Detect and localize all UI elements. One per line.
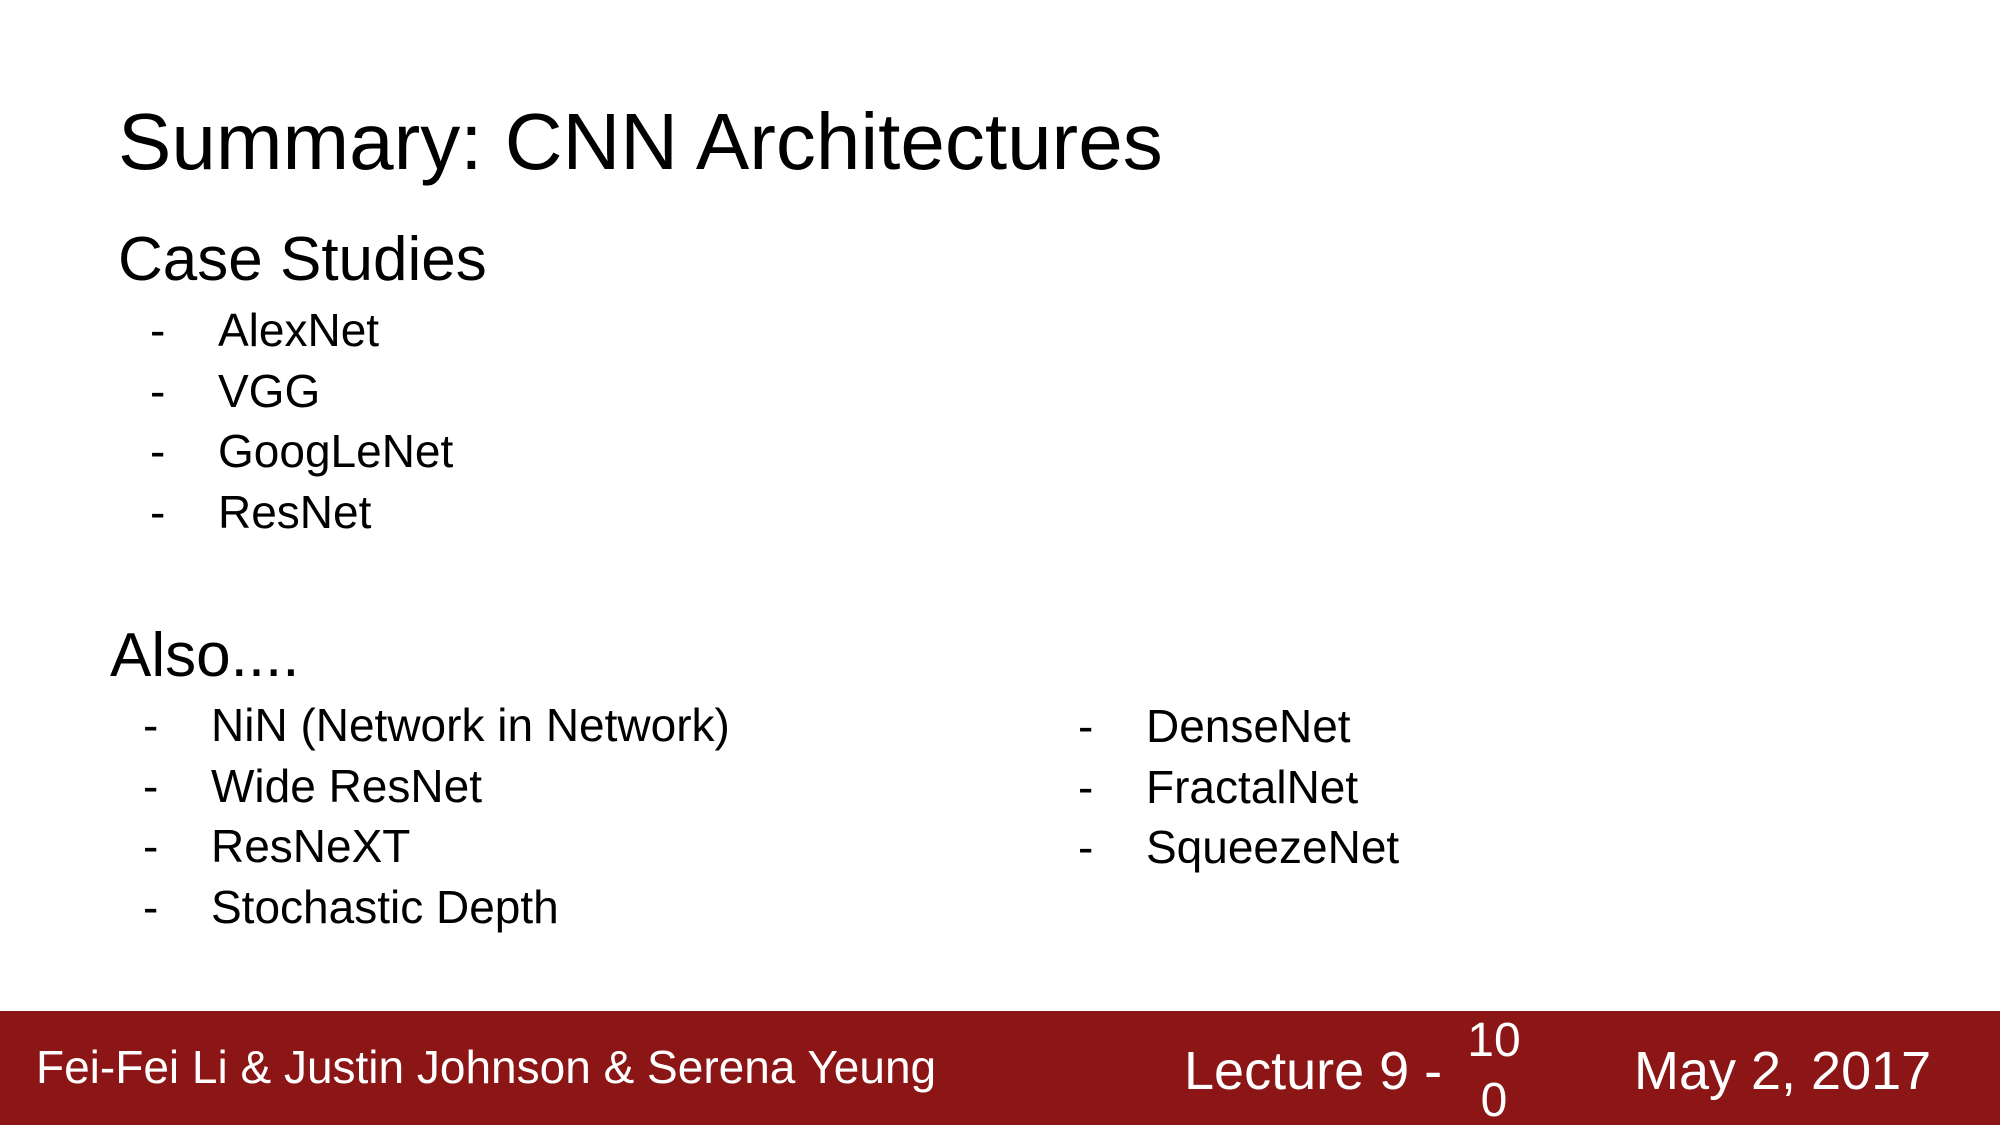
list-item-label: SqueezeNet: [1146, 821, 1400, 873]
footer-date: May 2, 2017: [1634, 1041, 1932, 1101]
footer-page-number: 100: [1467, 1014, 1521, 1125]
bullet-dash: -: [150, 304, 166, 356]
list-item-label: VGG: [218, 364, 321, 417]
bullet-dash: -: [150, 485, 166, 538]
bullet-dash: -: [150, 425, 166, 477]
bullet-dash: -: [143, 699, 159, 751]
list-item-label: NiN (Network in Network): [211, 699, 730, 751]
bullet-dash: -: [1078, 760, 1094, 813]
list-item-label: Stochastic Depth: [211, 880, 559, 933]
bullet-dash: -: [143, 820, 159, 872]
list-item-label: ResNeXT: [211, 820, 411, 872]
bullet-dash: -: [143, 759, 159, 812]
slide-title: Summary: CNN Architectures: [118, 97, 1163, 186]
bullet-dash: -: [150, 364, 166, 417]
list-item-label: GoogLeNet: [218, 425, 454, 477]
footer-bar: Fei-Fei Li & Justin Johnson & Serena Yeu…: [0, 1011, 2000, 1125]
case-studies-heading: Case Studies: [118, 225, 487, 294]
footer-authors: Fei-Fei Li & Justin Johnson & Serena Yeu…: [36, 1041, 937, 1093]
also-heading: Also....: [110, 621, 300, 690]
bullet-dash: -: [1078, 700, 1094, 752]
list-item-label: Wide ResNet: [211, 759, 482, 812]
bullet-dash: -: [1078, 821, 1094, 873]
list-item-label: AlexNet: [218, 304, 380, 356]
bullet-dash: -: [143, 880, 159, 933]
list-item-label: FractalNet: [1146, 760, 1359, 813]
footer-lecture: Lecture 9 -: [1184, 1041, 1443, 1101]
list-item-label: DenseNet: [1146, 700, 1351, 752]
list-item-label: ResNet: [218, 485, 372, 538]
